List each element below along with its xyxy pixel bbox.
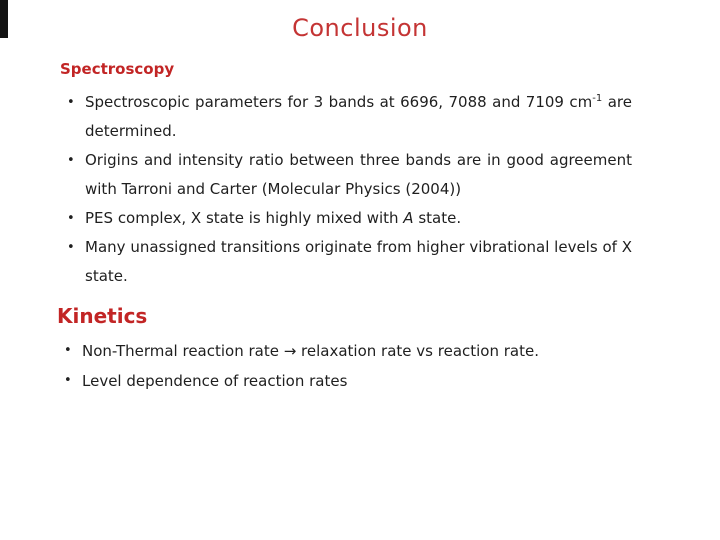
bullet-icon: •: [67, 211, 75, 226]
bullet-icon: •: [67, 240, 75, 255]
bullet-item: • Non-Thermal reaction rate → relaxation …: [62, 336, 680, 366]
bullet-text: PES complex, X state is highly mixed wit…: [85, 209, 462, 227]
bullet-item: • PES complex, X state is highly mixed wi…: [65, 204, 632, 233]
bullet-item: • Origins and intensity ratio between thr…: [65, 146, 632, 204]
bullet-item: • Many unassigned transitions originate f…: [65, 233, 632, 291]
bullet-icon: •: [64, 373, 72, 388]
bullet-list: • Spectroscopic parameters for 3 bands at…: [65, 88, 632, 291]
bullet-text: Non-Thermal reaction rate → relaxation r…: [82, 342, 539, 360]
bullet-icon: •: [67, 153, 75, 168]
section-heading: Kinetics: [57, 304, 148, 328]
section-spectroscopy: Spectroscopy • Spectroscopic parameters fo…: [0, 60, 720, 291]
bullet-icon: •: [64, 343, 72, 358]
bullet-text: Level dependence of reaction rates: [82, 372, 348, 390]
section-kinetics: Kinetics • Non-Thermal reaction rate → rel…: [0, 305, 720, 396]
bullet-item: • Spectroscopic parameters for 3 bands at…: [65, 88, 632, 146]
bullet-text: Spectroscopic parameters for 3 bands at …: [85, 93, 632, 140]
bullet-item: • Level dependence of reaction rates: [62, 366, 680, 396]
slide-title: Conclusion: [292, 14, 428, 42]
bullet-icon: •: [67, 95, 75, 110]
bullet-list: • Non-Thermal reaction rate → relaxation …: [62, 336, 680, 396]
bullet-text: Origins and intensity ratio between thre…: [85, 151, 632, 198]
corner-accent-mark: [0, 0, 8, 38]
sections-container: Spectroscopy • Spectroscopic parameters fo…: [0, 60, 720, 396]
section-heading: Spectroscopy: [60, 60, 175, 78]
bullet-text: Many unassigned transitions originate fr…: [85, 238, 632, 285]
